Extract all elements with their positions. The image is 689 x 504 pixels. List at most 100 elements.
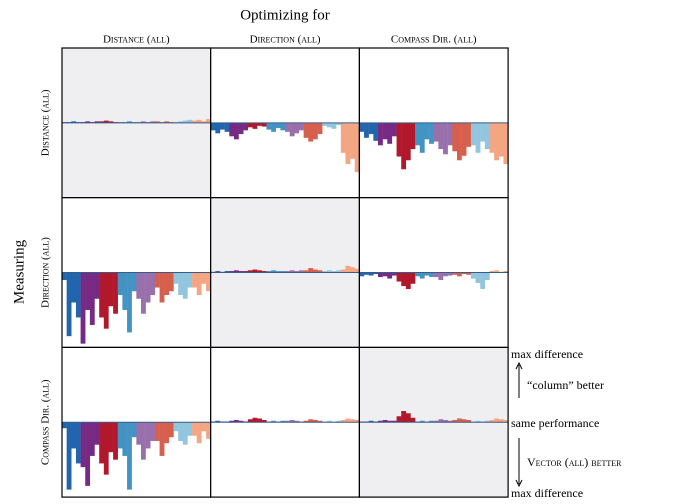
bar (387, 272, 393, 279)
bar (401, 122, 407, 170)
bar (298, 270, 304, 273)
bar (280, 420, 286, 423)
bar (429, 272, 434, 278)
y-axis-label: Measuring (11, 239, 27, 304)
bar (475, 272, 481, 284)
bar (252, 417, 258, 423)
bar (345, 265, 351, 273)
bar (429, 122, 434, 144)
bar (410, 417, 416, 423)
bar (345, 418, 351, 423)
bar (154, 121, 160, 123)
bar (168, 272, 174, 292)
bar (215, 420, 221, 423)
bar (303, 270, 309, 273)
bar (154, 422, 160, 441)
bar (489, 271, 495, 273)
bar (62, 272, 67, 281)
bar (452, 420, 458, 423)
bar (484, 420, 490, 423)
bar (294, 122, 300, 134)
bar (192, 272, 197, 288)
bar (424, 122, 430, 140)
bar (103, 272, 109, 329)
bar (210, 122, 216, 131)
bar (127, 422, 132, 490)
bar (71, 272, 77, 303)
bar (317, 420, 323, 423)
bar (196, 272, 202, 296)
bar (140, 121, 146, 123)
bar (122, 422, 128, 456)
bar (322, 122, 328, 126)
bar (312, 122, 318, 140)
bar (294, 420, 300, 423)
bar (150, 272, 156, 296)
bar (443, 122, 448, 155)
bar (94, 422, 100, 445)
bar (475, 122, 481, 153)
bar (122, 272, 128, 310)
bar (308, 419, 314, 423)
bar (206, 422, 211, 439)
annotation: max difference (511, 347, 583, 361)
bar (187, 272, 193, 288)
bar (415, 272, 421, 277)
bar (266, 122, 272, 130)
bar (178, 272, 184, 296)
bar (192, 120, 197, 123)
bar (275, 122, 281, 129)
bar (461, 122, 467, 156)
row-header: Compass Dir. (all) (40, 379, 52, 465)
bar (503, 122, 509, 165)
bar (350, 267, 355, 273)
bar (108, 422, 114, 453)
bar (206, 119, 211, 123)
bar (229, 122, 235, 137)
bar (238, 271, 244, 273)
bar (178, 121, 184, 123)
bar (382, 122, 388, 140)
bar (108, 272, 114, 307)
bar (405, 122, 411, 161)
bar (238, 420, 244, 423)
bar (206, 272, 211, 292)
bar (215, 122, 221, 134)
bar (456, 122, 462, 161)
bar (308, 122, 314, 142)
arrows (515, 361, 523, 488)
bar (285, 420, 290, 423)
bar (66, 422, 72, 490)
chart-title: Optimizing for (240, 7, 330, 23)
bar (312, 269, 318, 273)
bar (178, 422, 184, 441)
bar (438, 122, 444, 150)
column-header: Direction (all) (250, 34, 321, 46)
bar (452, 122, 458, 152)
annotation: “column” better (527, 378, 604, 392)
bar (131, 272, 137, 292)
bar (173, 422, 179, 432)
bar (192, 422, 197, 436)
bar (391, 420, 397, 423)
bar (498, 122, 504, 157)
bar (456, 272, 462, 277)
bar (377, 420, 383, 423)
bar (257, 418, 263, 423)
bar (261, 271, 267, 273)
bar (271, 122, 276, 132)
bar (298, 122, 304, 131)
bar (173, 272, 179, 284)
bar (354, 122, 360, 173)
bar (368, 420, 374, 423)
bar (410, 272, 416, 284)
bar (113, 272, 118, 314)
bar (103, 422, 109, 475)
bar (396, 416, 402, 423)
bar (456, 418, 462, 423)
bar (224, 122, 230, 132)
bar (113, 422, 118, 460)
bar (71, 121, 77, 123)
bar (127, 272, 132, 333)
